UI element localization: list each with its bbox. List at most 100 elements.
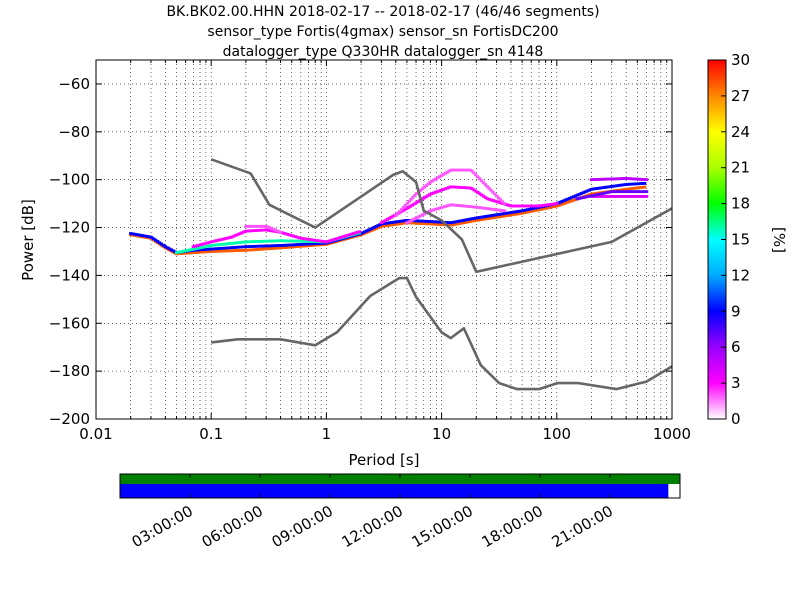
- psd-cell: [560, 200, 564, 203]
- psd-cell: [510, 204, 515, 208]
- psd-cell: [303, 239, 308, 243]
- psd-cell: [430, 220, 434, 224]
- psd-cell: [222, 242, 227, 246]
- psd-cell: [353, 231, 358, 235]
- psd-cell: [257, 224, 262, 228]
- psd-cell: [498, 208, 503, 212]
- psd-cell: [458, 186, 463, 189]
- psd-cell: [282, 243, 286, 247]
- psd-cell: [454, 185, 459, 189]
- psd-cell: [230, 241, 235, 245]
- psd-cell: [422, 212, 426, 216]
- psd-cell: [295, 235, 300, 239]
- psd-cell: [451, 168, 455, 172]
- psd-cell: [594, 193, 599, 197]
- nlnm-curve: [211, 276, 673, 391]
- psd-cell: [404, 207, 409, 211]
- psd-cell: [598, 192, 603, 196]
- psd-cell: [186, 251, 190, 255]
- psd-cell: [241, 230, 246, 234]
- psd-cell: [247, 245, 252, 248]
- psd-cell: [207, 244, 212, 248]
- psd-cell: [460, 168, 465, 172]
- psd-cell: [435, 190, 440, 194]
- psd-cell: [596, 193, 601, 196]
- psd-cell: [167, 247, 171, 251]
- psd-cell: [130, 232, 135, 236]
- psd-cell: [313, 243, 317, 247]
- psd-cell: [278, 244, 283, 247]
- psd-cell: [416, 215, 421, 219]
- psd-cell: [205, 250, 210, 254]
- psd-cell: [510, 210, 515, 214]
- psd-cell: [224, 246, 229, 250]
- psd-cell: [270, 247, 275, 250]
- psd-cell: [255, 244, 260, 248]
- psd-cell: [330, 238, 334, 242]
- psd-cell: [562, 202, 566, 205]
- psd-cell: [155, 240, 160, 243]
- psd-cell: [468, 217, 472, 221]
- psd-cell: [224, 236, 228, 240]
- psd-cell: [629, 187, 633, 191]
- psd-cell: [165, 246, 169, 250]
- psd-cell: [303, 237, 307, 241]
- psd-cell: [437, 220, 442, 224]
- psd-cell: [430, 222, 434, 226]
- psd-cell: [631, 187, 635, 190]
- psd-cell: [401, 219, 405, 223]
- psd-cell: [466, 186, 470, 190]
- time-tick-label: 03:00:00: [129, 502, 196, 551]
- psd-cell: [397, 210, 402, 213]
- psd-cell: [174, 251, 179, 255]
- psd-cell: [456, 222, 461, 226]
- psd-cell: [217, 247, 221, 250]
- psd-cell: [184, 249, 188, 253]
- psd-cell: [600, 186, 605, 190]
- psd-cell: [618, 195, 622, 198]
- psd-cell: [432, 220, 436, 224]
- psd-cell: [191, 245, 196, 249]
- psd-cell: [226, 246, 231, 250]
- psd-cell: [424, 222, 428, 226]
- psd-cell: [506, 213, 511, 217]
- psd-cell: [605, 177, 609, 181]
- psd-cell: [295, 245, 300, 248]
- psd-cell: [528, 204, 532, 208]
- psd-cell: [209, 250, 214, 253]
- psd-cell: [409, 197, 413, 201]
- psd-cell: [537, 208, 541, 212]
- psd-cell: [510, 213, 515, 217]
- psd-cell: [428, 220, 432, 223]
- psd-cell: [608, 190, 612, 194]
- psd-cell: [439, 223, 444, 226]
- psd-cell: [269, 244, 273, 248]
- psd-cell: [522, 204, 526, 208]
- psd-cell: [558, 203, 562, 207]
- psd-cell: [259, 239, 263, 243]
- psd-cell: [608, 195, 613, 198]
- psd-cell: [464, 220, 469, 224]
- psd-cell: [612, 184, 616, 188]
- psd-cell: [600, 192, 604, 196]
- psd-cell: [483, 217, 488, 221]
- psd-cell: [539, 207, 543, 211]
- psd-cell: [487, 187, 491, 190]
- psd-cell: [193, 244, 198, 248]
- psd-cell: [602, 186, 607, 189]
- psd-cell: [228, 236, 232, 239]
- psd-cell: [196, 248, 200, 252]
- psd-cell: [211, 240, 215, 243]
- psd-cell: [631, 182, 635, 186]
- psd-cell: [238, 245, 242, 249]
- psd-cell: [219, 243, 223, 246]
- psd-cell: [475, 205, 480, 209]
- psd-cell: [432, 222, 436, 226]
- psd-cell: [588, 194, 593, 198]
- psd-cell: [382, 224, 386, 228]
- psd-cell: [493, 216, 497, 219]
- psd-cell: [261, 247, 265, 251]
- psd-cell: [219, 249, 223, 253]
- psd-cell: [552, 205, 557, 208]
- psd-cell: [596, 186, 601, 190]
